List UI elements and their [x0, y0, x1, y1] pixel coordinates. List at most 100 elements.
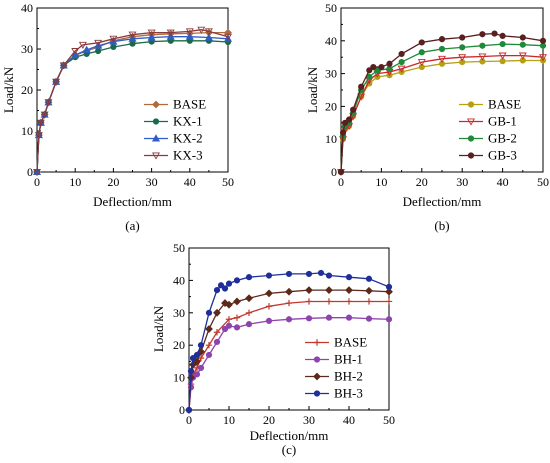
data-point	[204, 28, 213, 36]
data-point	[386, 60, 393, 67]
data-point	[325, 272, 333, 279]
x-tick-label: 20	[263, 413, 275, 427]
data-point	[519, 41, 526, 48]
x-tick-label: 0	[338, 175, 344, 189]
legend: BASE KX-1 KX-2 KX-3	[144, 97, 206, 163]
x-tick-label: 50	[537, 175, 549, 189]
data-point	[205, 342, 213, 349]
data-point	[110, 43, 117, 51]
data-point	[221, 299, 229, 307]
data-point	[365, 298, 373, 305]
data-point	[129, 40, 136, 47]
legend: BASE GB-1 GB-2 GB-3	[459, 97, 521, 163]
data-point	[245, 321, 253, 328]
data-point	[197, 364, 205, 371]
data-point	[225, 316, 233, 323]
legend-marker	[313, 390, 321, 397]
legend-label: BASE	[173, 97, 206, 112]
data-point	[418, 49, 425, 56]
data-point	[189, 355, 197, 362]
data-point	[225, 322, 233, 329]
data-point	[166, 29, 175, 37]
data-point	[345, 286, 353, 295]
legend-label: GB-2	[488, 131, 517, 146]
data-point	[128, 31, 137, 39]
panel-a: 0 10 20 30 40 50 0 10 20 30 40 Deflection/mm Load/kN…	[1, 1, 234, 233]
data-point	[498, 52, 507, 60]
legend-item: BH-1	[305, 352, 363, 367]
data-point	[519, 34, 526, 41]
data-point	[385, 283, 393, 290]
legend-marker	[313, 372, 321, 381]
data-point	[205, 325, 213, 333]
data-point	[147, 33, 156, 41]
x-tick-label: 0	[186, 413, 192, 427]
legend-label: GB-3	[488, 148, 517, 163]
data-point	[187, 368, 195, 375]
data-point	[185, 32, 194, 40]
data-point	[233, 324, 241, 331]
y-tick-label: 40	[325, 34, 337, 48]
panel-b: 0 10 20 30 40 50 0 10 20 30 40 50 Deflection/mm Load/…	[305, 1, 549, 233]
data-point	[378, 63, 385, 71]
data-point	[539, 37, 547, 44]
data-point	[40, 111, 49, 119]
x-tick-label: 40	[497, 175, 509, 189]
data-point	[417, 59, 426, 67]
data-point	[109, 35, 118, 43]
data-point	[479, 42, 486, 49]
data-point	[438, 36, 446, 43]
data-point	[52, 78, 61, 86]
legend-label: KX-1	[173, 114, 203, 129]
data-point	[438, 45, 446, 53]
data-point	[265, 303, 273, 310]
data-point	[385, 316, 393, 323]
legend-item: BH-3	[305, 386, 363, 401]
legend-label: BH-1	[334, 352, 363, 367]
panel-label: (a)	[125, 218, 139, 233]
y-tick-label: 10	[21, 124, 33, 138]
data-point	[459, 34, 466, 41]
data-point	[499, 40, 506, 48]
legend-item: KX-3	[144, 148, 203, 163]
data-point	[285, 299, 293, 307]
x-tick-label: 40	[184, 175, 196, 189]
data-point	[185, 406, 193, 414]
data-point	[479, 31, 486, 38]
data-point	[245, 274, 253, 281]
data-point	[245, 309, 253, 316]
data-point	[193, 351, 201, 359]
data-point	[350, 106, 357, 113]
data-point	[337, 168, 345, 176]
data-point	[205, 309, 213, 316]
legend-marker	[152, 100, 160, 109]
data-point	[305, 286, 313, 295]
data-point	[265, 272, 273, 279]
y-tick-label: 10	[173, 371, 185, 385]
data-point	[221, 285, 229, 292]
data-point	[374, 67, 381, 74]
data-point	[223, 34, 233, 42]
data-point	[539, 42, 547, 49]
x-tick-label: 40	[343, 413, 355, 427]
data-point	[341, 119, 349, 126]
legend-marker	[467, 152, 475, 159]
data-point	[365, 275, 373, 282]
data-point	[94, 39, 103, 47]
legend-marker	[467, 118, 475, 126]
data-point	[366, 67, 373, 74]
x-tick-label: 50	[383, 413, 395, 427]
data-point	[325, 314, 333, 321]
x-tick-label: 30	[456, 175, 468, 189]
y-tick-label: 20	[21, 83, 33, 97]
data-point	[365, 286, 373, 295]
data-point	[197, 26, 206, 34]
data-point	[325, 286, 333, 295]
data-point	[345, 298, 353, 305]
x-tick-label: 0	[34, 175, 40, 189]
y-tick-label: 0	[27, 165, 33, 179]
data-point	[33, 168, 41, 177]
data-point	[386, 65, 393, 72]
series-gb-3	[337, 30, 547, 176]
data-point	[265, 289, 273, 298]
